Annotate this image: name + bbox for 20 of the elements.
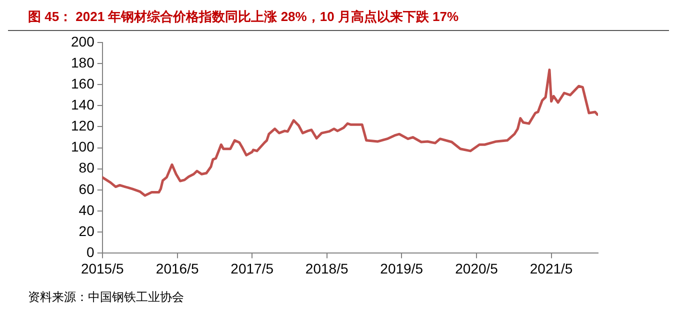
y-tick-label: 20 (78, 222, 95, 239)
y-tick-label: 180 (71, 54, 95, 70)
x-tick-label: 2017/5 (230, 260, 274, 276)
y-tick-label: 200 (71, 33, 95, 50)
x-tick-label: 2015/5 (80, 260, 124, 276)
y-tick-label: 60 (78, 180, 95, 197)
text: 资料来源：中国钢铁工业协会 (27, 289, 185, 306)
x-tick-label: 2016/5 (156, 260, 199, 276)
x-tick-label: 2021/5 (530, 260, 573, 276)
y-tick-label: 160 (71, 75, 95, 92)
x-tick-label: 2019/5 (380, 260, 424, 276)
y-tick-label: 140 (71, 96, 95, 112)
y-tick-label: 80 (78, 160, 95, 176)
y-tick-label: 0 (86, 244, 95, 260)
y-tick-label: 40 (78, 202, 95, 218)
x-tick-label: 2018/5 (305, 260, 348, 276)
y-tick-label: 100 (71, 138, 95, 155)
chart-title: 图 45： 2021 年钢材综合价格指数同比上涨 28%，10 月高点以来下跌 17% (8, 8, 669, 31)
y-tick-label: 120 (71, 118, 95, 134)
x-tick-label: 2020/5 (455, 260, 498, 276)
